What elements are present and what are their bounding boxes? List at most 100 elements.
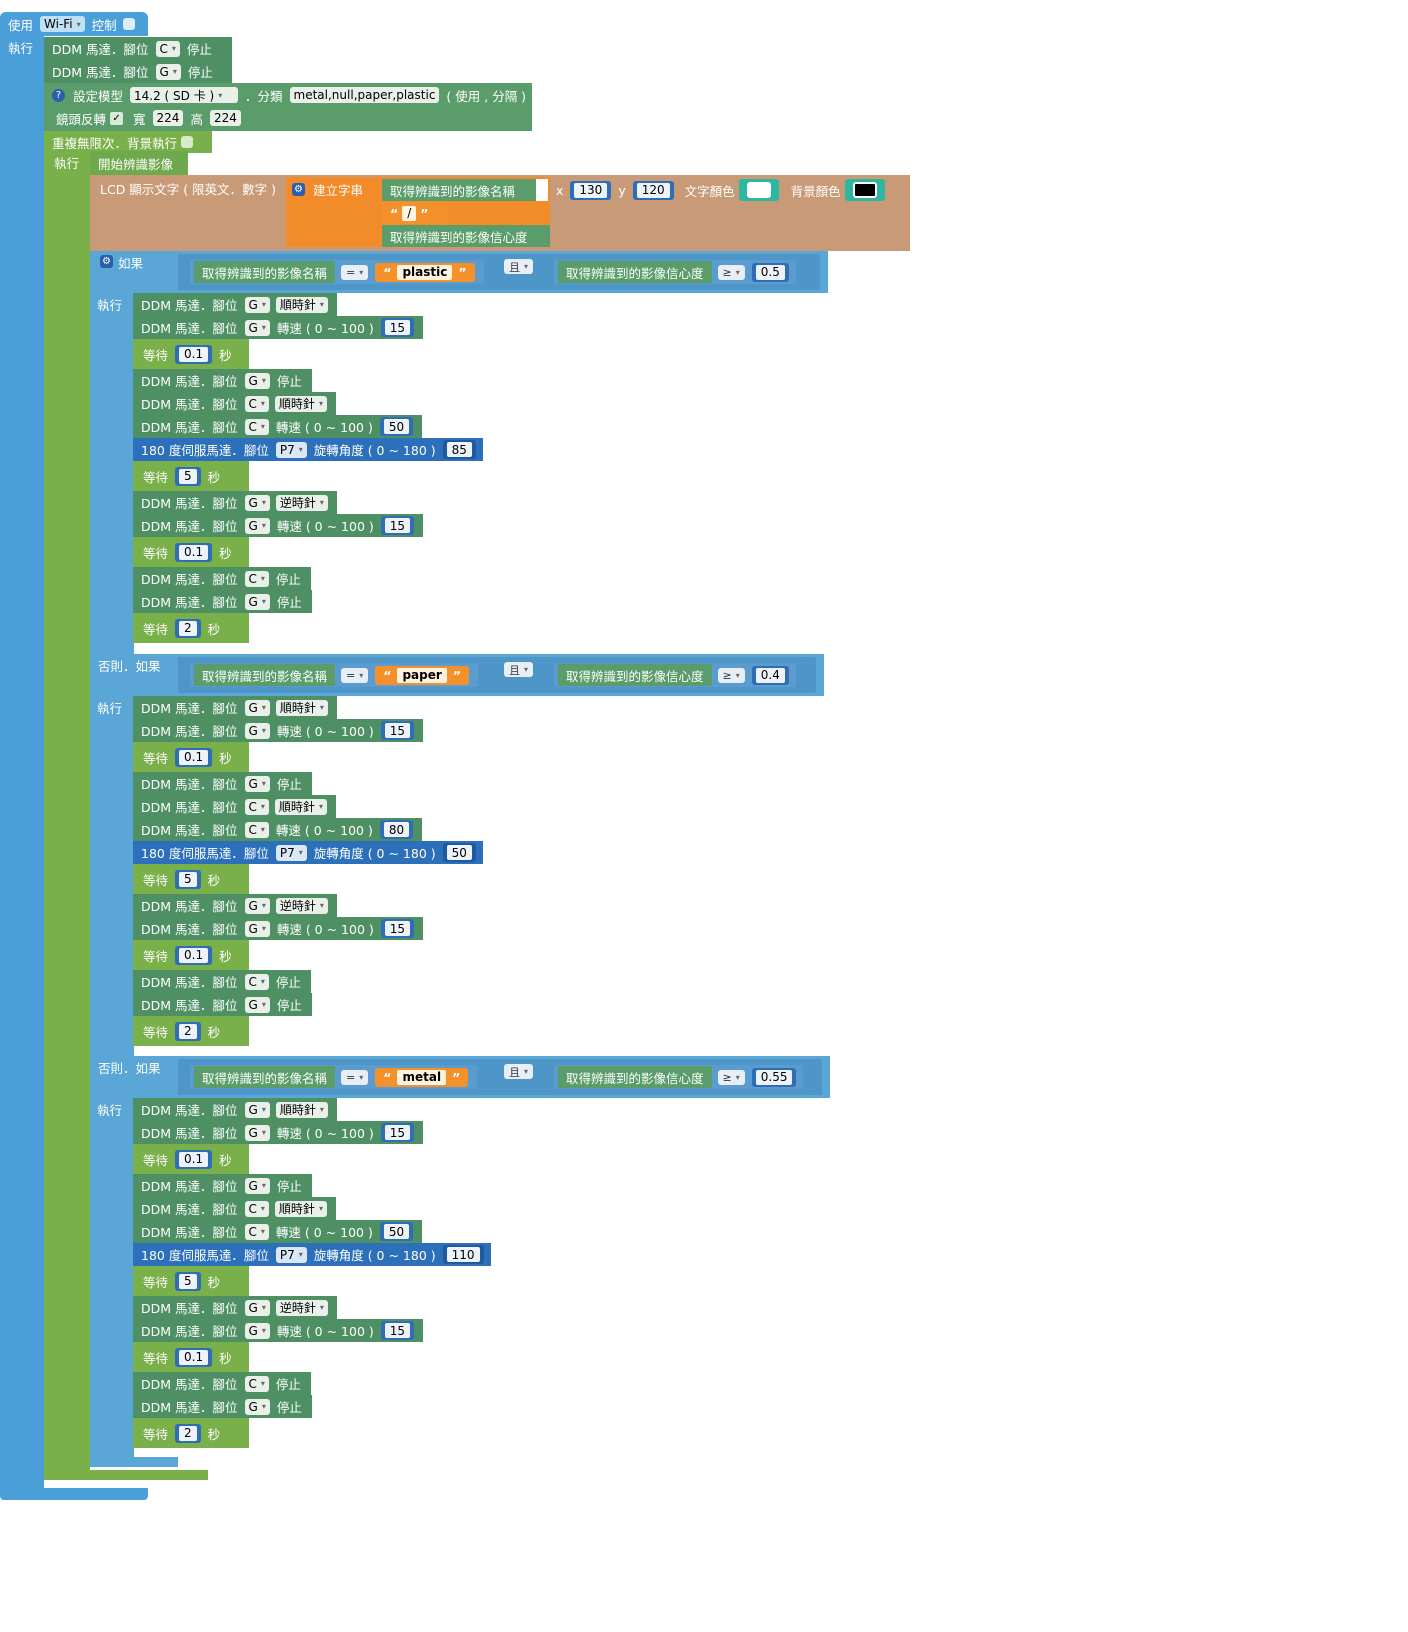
- angle-number-block[interactable]: 110: [442, 1245, 484, 1264]
- text-color-swatch[interactable]: [746, 182, 771, 198]
- connection-dropdown[interactable]: Wi-Fi: [40, 16, 85, 32]
- motor-direction-block[interactable]: DDM 馬達．腳位 G 逆時針: [133, 894, 337, 917]
- pin-dropdown[interactable]: G: [244, 699, 270, 716]
- threshold-input[interactable]: 0.4: [755, 667, 785, 683]
- background-checkbox[interactable]: [181, 136, 194, 148]
- speed-number-block[interactable]: 15: [380, 1321, 415, 1340]
- wait-seconds-input[interactable]: 0.1: [179, 749, 209, 765]
- pin-dropdown[interactable]: G: [244, 319, 270, 336]
- wait-block[interactable]: 等待 0.1 秒: [133, 339, 249, 369]
- threshold-number-block[interactable]: 0.55: [751, 1067, 797, 1087]
- wait-block[interactable]: 等待 2 秒: [133, 1418, 249, 1448]
- pin-dropdown[interactable]: C: [244, 395, 269, 412]
- and-operator-dropdown[interactable]: 且: [504, 1064, 534, 1079]
- wait-block[interactable]: 等待 2 秒: [133, 613, 249, 643]
- y-input[interactable]: 120: [636, 182, 670, 198]
- model-dropdown[interactable]: 14.2 ( SD 卡 ): [130, 87, 239, 103]
- angle-number-block[interactable]: 85: [442, 440, 476, 459]
- threshold-number-block[interactable]: 0.4: [751, 665, 789, 685]
- motor-stop-block[interactable]: DDM 馬達．腳位 G 停止: [133, 590, 312, 613]
- pin-dropdown[interactable]: G: [244, 1299, 270, 1316]
- direction-dropdown[interactable]: 逆時針: [275, 1299, 328, 1316]
- threshold-number-block[interactable]: 0.5: [751, 262, 789, 282]
- wait-block[interactable]: 等待 0.1 秒: [133, 537, 249, 567]
- pin-dropdown[interactable]: G: [244, 494, 270, 511]
- string-block[interactable]: “ metal ”: [375, 1067, 469, 1087]
- lcd-display-block[interactable]: LCD 顯示文字 ( 限英文．數字 ) ⚙ 建立字串 取得辨識到的影像名稱 “ …: [90, 175, 910, 251]
- motor-speed-block[interactable]: DDM 馬達．腳位 G 轉速 ( 0 ~ 100 ) 15: [133, 917, 424, 940]
- wifi-control-block[interactable]: 使用 Wi-Fi 控制: [0, 12, 148, 36]
- pin-dropdown[interactable]: G: [244, 920, 270, 937]
- wait-block[interactable]: 等待 0.1 秒: [133, 940, 249, 970]
- create-string-block[interactable]: ⚙ 建立字串 取得辨識到的影像名稱 “ / ” 取得辨識到的影像信心度: [286, 177, 550, 247]
- motor-speed-block[interactable]: DDM 馬達．腳位 G 轉速 ( 0 ~ 100 ) 15: [133, 719, 424, 742]
- equals-operator-dropdown[interactable]: =: [341, 667, 369, 683]
- wait-number-block[interactable]: 5: [175, 1271, 201, 1291]
- x-input[interactable]: 130: [574, 182, 608, 198]
- wait-number-block[interactable]: 5: [175, 869, 201, 889]
- speed-number-block[interactable]: 15: [380, 516, 415, 535]
- speed-input[interactable]: 15: [384, 921, 411, 936]
- confidence-compare-block[interactable]: 取得辨識到的影像信心度 ≥0.5: [554, 260, 796, 284]
- motor-speed-block[interactable]: DDM 馬達．腳位 G 轉速 ( 0 ~ 100 ) 15: [133, 316, 424, 339]
- if-block-spine[interactable]: [90, 251, 134, 1461]
- set-model-block[interactable]: ? 設定模型 14.2 ( SD 卡 ) ．分類 metal,null,pape…: [44, 83, 532, 131]
- get-confidence-block[interactable]: 取得辨識到的影像信心度: [558, 1066, 712, 1088]
- speed-input[interactable]: 15: [384, 1323, 411, 1338]
- wait-number-block[interactable]: 2: [175, 1021, 201, 1041]
- angle-input[interactable]: 110: [446, 1247, 480, 1262]
- direction-dropdown[interactable]: 順時針: [274, 798, 327, 815]
- string-input[interactable]: paper: [397, 667, 447, 683]
- wait-seconds-input[interactable]: 2: [179, 1425, 197, 1441]
- pin-dropdown[interactable]: C: [244, 821, 269, 838]
- motor-direction-block[interactable]: DDM 馬達．腳位 G 逆時針: [133, 1296, 337, 1319]
- motor-speed-block[interactable]: DDM 馬達．腳位 G 轉速 ( 0 ~ 100 ) 15: [133, 1319, 424, 1342]
- wait-number-block[interactable]: 0.1: [175, 344, 213, 364]
- wait-block[interactable]: 等待 5 秒: [133, 1266, 249, 1296]
- pin-dropdown[interactable]: G: [244, 1322, 270, 1339]
- angle-input[interactable]: 50: [446, 845, 472, 860]
- motor-direction-block[interactable]: DDM 馬達．腳位 C 順時針: [133, 1197, 336, 1220]
- motor-speed-block[interactable]: DDM 馬達．腳位 C 轉速 ( 0 ~ 100 ) 50: [133, 415, 423, 438]
- compare-operator-dropdown[interactable]: ≥: [717, 1069, 745, 1085]
- and-block[interactable]: 取得辨識到的影像名稱 = “ metal ” 且 取得辨識到的影像信心度 ≥0.55: [178, 1059, 822, 1095]
- pin-dropdown[interactable]: G: [244, 722, 270, 739]
- angle-input[interactable]: 85: [446, 442, 472, 457]
- speed-input[interactable]: 50: [383, 1224, 410, 1239]
- wait-number-block[interactable]: 0.1: [175, 945, 213, 965]
- string-block[interactable]: “ plastic ”: [375, 262, 475, 282]
- speed-number-block[interactable]: 15: [380, 721, 415, 740]
- name-compare-block[interactable]: 取得辨識到的影像名稱 = “ paper ”: [190, 663, 479, 687]
- speed-number-block[interactable]: 50: [379, 417, 414, 436]
- pin-dropdown[interactable]: G: [244, 1177, 270, 1194]
- motor-speed-block[interactable]: DDM 馬達．腳位 G 轉速 ( 0 ~ 100 ) 15: [133, 1121, 424, 1144]
- wait-number-block[interactable]: 0.1: [175, 542, 213, 562]
- direction-dropdown[interactable]: 順時針: [274, 395, 327, 412]
- gear-icon[interactable]: ⚙: [100, 255, 113, 268]
- and-block[interactable]: 取得辨識到的影像名稱 = “ plastic ” 且 取得辨識到的影像信心度 ≥0.5: [178, 254, 820, 290]
- pin-dropdown[interactable]: G: [244, 517, 270, 534]
- mirror-checkbox[interactable]: ✓: [110, 111, 124, 125]
- pin-dropdown[interactable]: P7: [275, 441, 307, 458]
- pin-dropdown[interactable]: C: [244, 798, 269, 815]
- y-number-block[interactable]: 120: [632, 180, 674, 200]
- pin-dropdown[interactable]: C: [155, 40, 180, 57]
- pin-dropdown[interactable]: P7: [275, 844, 307, 861]
- motor-direction-block[interactable]: DDM 馬達．腳位 C 順時針: [133, 392, 336, 415]
- direction-dropdown[interactable]: 順時針: [275, 1101, 328, 1118]
- wait-block[interactable]: 等待 2 秒: [133, 1016, 249, 1046]
- separator-input[interactable]: /: [402, 205, 417, 221]
- wait-seconds-input[interactable]: 5: [179, 468, 197, 484]
- get-name-block[interactable]: 取得辨識到的影像名稱: [194, 261, 336, 283]
- gear-icon[interactable]: ⚙: [292, 183, 305, 196]
- direction-dropdown[interactable]: 順時針: [275, 699, 328, 716]
- wait-number-block[interactable]: 0.1: [175, 747, 213, 767]
- speed-number-block[interactable]: 15: [380, 919, 415, 938]
- pin-dropdown[interactable]: G: [244, 996, 270, 1013]
- direction-dropdown[interactable]: 逆時針: [275, 494, 328, 511]
- motor-stop-block[interactable]: DDM 馬達．腳位 G 停止: [133, 772, 312, 795]
- threshold-input[interactable]: 0.55: [755, 1069, 793, 1085]
- motor-stop-block[interactable]: DDM 馬達．腳位 C 停止: [133, 1372, 311, 1395]
- wait-number-block[interactable]: 2: [175, 618, 201, 638]
